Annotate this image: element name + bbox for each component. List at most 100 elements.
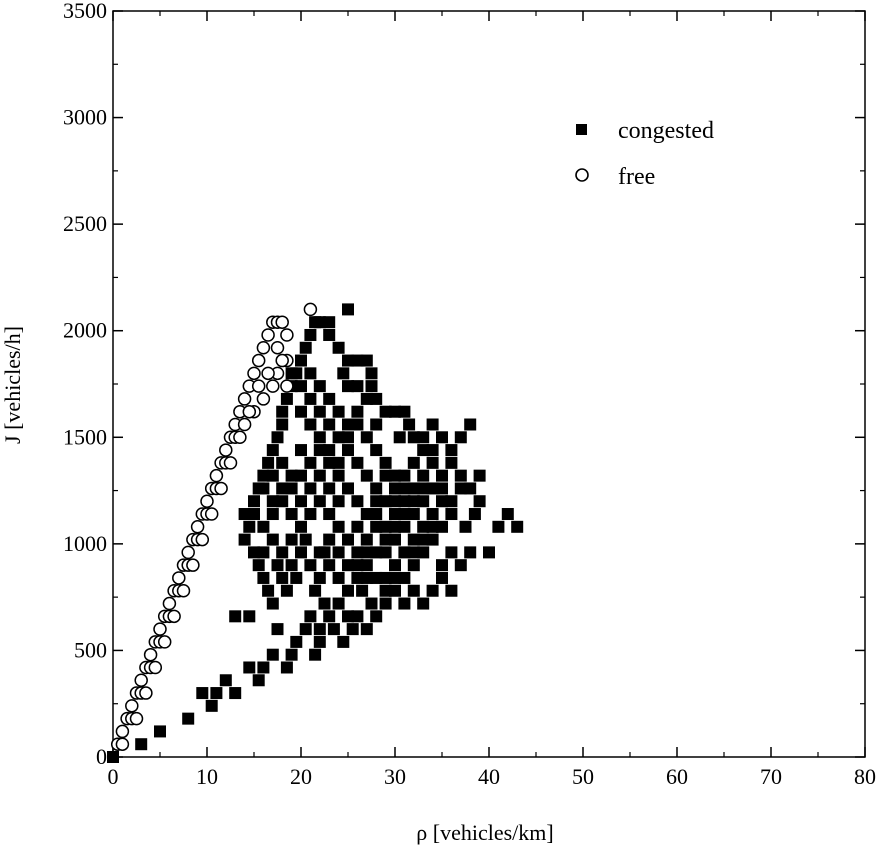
congested-point <box>365 380 378 393</box>
congested-point <box>332 431 345 444</box>
congested-point <box>266 508 279 521</box>
congested-point <box>257 661 270 674</box>
congested-point <box>351 405 364 418</box>
y-tick-label: 1000 <box>63 531 107 556</box>
congested-point <box>360 431 373 444</box>
congested-point <box>323 482 336 495</box>
congested-point <box>285 559 298 572</box>
congested-point <box>342 559 354 572</box>
congested-point <box>266 469 279 482</box>
congested-point <box>290 635 303 648</box>
congested-point <box>313 495 326 508</box>
congested-point <box>360 508 373 521</box>
congested-point <box>332 546 345 559</box>
congested-point <box>295 546 307 559</box>
plot-frame <box>112 10 866 758</box>
congested-point <box>257 571 270 584</box>
free-point <box>134 673 148 688</box>
congested-point <box>295 405 307 418</box>
congested-point <box>205 699 218 712</box>
congested-point <box>276 546 289 559</box>
congested-point <box>107 751 119 763</box>
congested-point <box>323 456 336 469</box>
congested-point <box>436 520 448 533</box>
congested-point <box>295 469 307 482</box>
congested-point <box>243 520 256 533</box>
congested-point <box>276 418 289 431</box>
congested-point <box>351 418 364 431</box>
congested-point <box>389 559 401 572</box>
congested-point <box>304 610 317 623</box>
congested-point <box>332 597 345 610</box>
congested-point <box>332 571 345 584</box>
free-point <box>129 711 144 726</box>
congested-point <box>398 571 411 584</box>
congested-point <box>257 520 270 533</box>
congested-point <box>285 367 298 380</box>
congested-point <box>196 687 209 700</box>
congested-point <box>313 380 326 393</box>
congested-point <box>295 354 307 367</box>
free-point <box>167 609 181 624</box>
x-tick-label: 30 <box>384 764 406 789</box>
congested-point <box>360 546 373 559</box>
congested-point <box>248 546 260 559</box>
congested-point <box>426 520 439 533</box>
free-point <box>172 571 186 585</box>
congested-point <box>417 444 430 457</box>
congested-point <box>417 469 430 482</box>
free-point <box>176 583 191 598</box>
congested-point <box>445 456 458 469</box>
congested-point <box>280 392 293 405</box>
free-point <box>209 468 224 483</box>
congested-point <box>210 687 223 700</box>
congested-point <box>417 533 430 546</box>
congested-point <box>389 469 401 482</box>
congested-point <box>360 354 373 367</box>
congested-point <box>436 559 448 572</box>
free-point <box>115 724 130 739</box>
congested-point <box>342 444 354 457</box>
congested-point <box>271 431 284 444</box>
congested-point <box>379 597 392 610</box>
series-congested-points <box>107 303 524 763</box>
congested-point <box>304 456 317 469</box>
y-tick-label: 3500 <box>63 0 107 23</box>
x-axis-ticks: 0 10 20 30 40 50 60 70 80 <box>108 11 876 789</box>
congested-point <box>360 392 373 405</box>
congested-point <box>417 431 430 444</box>
congested-point <box>266 495 279 508</box>
congested-point <box>436 482 448 495</box>
free-point <box>153 622 167 636</box>
congested-point <box>332 469 345 482</box>
congested-point <box>379 469 392 482</box>
congested-point <box>271 559 284 572</box>
congested-point <box>417 520 430 533</box>
free-point <box>280 328 294 342</box>
congested-point <box>342 380 354 393</box>
congested-point <box>257 546 270 559</box>
congested-point <box>365 597 378 610</box>
free-point <box>190 520 205 534</box>
congested-point <box>299 623 312 636</box>
congested-point <box>285 482 298 495</box>
congested-point <box>417 546 430 559</box>
congested-point <box>342 303 354 316</box>
congested-point <box>445 495 458 508</box>
congested-point <box>407 559 420 572</box>
congested-point <box>323 316 336 329</box>
congested-point <box>238 533 251 546</box>
congested-point <box>459 520 472 533</box>
free-point <box>139 686 153 700</box>
congested-point <box>379 546 392 559</box>
congested-point <box>379 456 392 469</box>
congested-point <box>337 635 350 648</box>
congested-point <box>445 444 458 457</box>
congested-point <box>398 469 411 482</box>
free-point <box>186 558 200 572</box>
congested-point <box>276 456 289 469</box>
congested-point <box>266 444 279 457</box>
congested-point <box>304 392 317 405</box>
legend-marker-free <box>575 168 589 182</box>
congested-point <box>351 559 364 572</box>
